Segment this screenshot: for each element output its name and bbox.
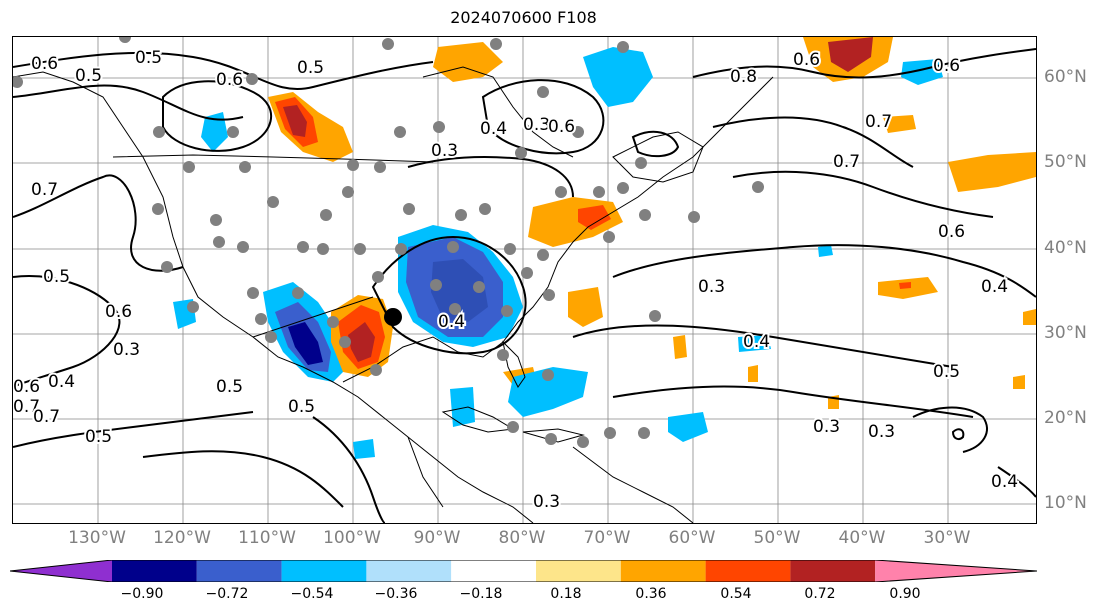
contour-label: 0.5: [75, 66, 102, 86]
lon-label: 120°W: [153, 528, 211, 548]
colorbar-cell: [281, 560, 367, 582]
map-panel: 0.6 0.5 0.5 0.6 0.5 0.7 0.5 0.3 0.6 0.3 …: [12, 36, 1037, 524]
colorbar-cell: [10, 560, 112, 582]
map-title: 2024070600 F108: [450, 8, 597, 27]
contour-label: 0.6: [933, 56, 960, 76]
contour-label: 0.5: [933, 362, 960, 382]
target-marker: [384, 308, 402, 326]
contour-label: 0.5: [135, 48, 162, 68]
contour-label: 0.4: [48, 372, 75, 392]
contour-label: 0.8: [730, 67, 757, 87]
contour-label: 0.7: [833, 152, 860, 172]
colorbar: [10, 560, 1037, 582]
colorbar-tick: 0.90: [889, 586, 921, 602]
contour-label: 0.3: [698, 277, 725, 297]
contour-label: 0.6: [216, 70, 243, 90]
contour-label: 0.3: [431, 141, 458, 161]
lat-label: 40°N: [1044, 238, 1087, 258]
contour-label: 0.5: [297, 58, 324, 78]
contour-label: 0.6: [793, 50, 820, 70]
contour-lines: [13, 48, 1036, 523]
colorbar-tick: 0.18: [550, 586, 582, 602]
contour-label: 0.6: [105, 302, 132, 322]
lon-label: 60°W: [668, 528, 716, 548]
contour-label: 0.4: [981, 277, 1008, 297]
contour-label-group: 0.6 0.5 0.5 0.6 0.5 0.7 0.5 0.3 0.6 0.3 …: [13, 46, 1020, 514]
colorbar-tick: 0.54: [720, 586, 752, 602]
contour-label: 0.4: [438, 312, 465, 332]
lon-label: 80°W: [498, 528, 546, 548]
lon-label: 50°W: [753, 528, 801, 548]
contour-label: 0.3: [533, 492, 560, 512]
colorbar-cell: [536, 560, 621, 582]
colorbar-tick: −0.18: [459, 586, 503, 602]
lon-label: 130°W: [68, 528, 126, 548]
colorbar-cell: [366, 560, 452, 582]
colorbar-tick: −0.54: [290, 586, 334, 602]
lon-label: 100°W: [323, 528, 381, 548]
contour-label: 0.7: [33, 407, 60, 427]
contour-label: 0.5: [288, 397, 315, 417]
lon-label: 90°W: [413, 528, 461, 548]
contour-label: 0.5: [43, 267, 70, 287]
colorbar-tick: −0.90: [120, 586, 164, 602]
colorbar-cell: [790, 560, 876, 582]
graticule: [13, 37, 1036, 523]
map-canvas: 0.6 0.5 0.5 0.6 0.5 0.7 0.5 0.3 0.6 0.3 …: [13, 37, 1036, 523]
colorbar-tick: 0.36: [635, 586, 667, 602]
colorbar-cell: [620, 560, 706, 582]
lat-label: 60°N: [1044, 67, 1087, 87]
contour-label: 0.4: [480, 119, 507, 139]
contour-label: 0.6: [548, 117, 575, 137]
colorbar-tick: 0.72: [804, 586, 836, 602]
contour-label: 0.6: [938, 222, 965, 242]
lon-label: 30°W: [923, 528, 971, 548]
coastlines: [13, 66, 774, 523]
station-markers: [13, 37, 764, 448]
colorbar-tick: −0.36: [374, 586, 418, 602]
contour-label: 0.7: [13, 397, 40, 417]
contour-label: 0.3: [813, 417, 840, 437]
colorbar-cell: [112, 560, 197, 582]
colorbar-cell: [451, 560, 536, 582]
contour-label: 0.3: [523, 115, 550, 135]
colorbar-cell: [705, 560, 791, 582]
contour-label: 0.7: [865, 112, 892, 132]
shaded-field: [173, 37, 1036, 459]
contour-label: 0.5: [85, 427, 112, 447]
colorbar-cell: [196, 560, 282, 582]
contour-label: 0.4: [743, 332, 770, 352]
lon-label: 70°W: [583, 528, 631, 548]
lat-label: 10°N: [1044, 493, 1087, 513]
colorbar-tick: −0.72: [205, 586, 249, 602]
lat-label: 50°N: [1044, 152, 1087, 172]
contour-label: 0.4: [991, 472, 1018, 492]
contour-label: 0.3: [868, 422, 895, 442]
colorbar-cell: [875, 560, 1037, 582]
contour-label: 0.5: [216, 377, 243, 397]
contour-label: 0.3: [113, 340, 140, 360]
lon-label: 110°W: [238, 528, 296, 548]
contour-label: 0.6: [31, 54, 58, 74]
lat-label: 20°N: [1044, 408, 1087, 428]
contour-label: 0.6: [13, 377, 40, 397]
contour-label: 0.7: [31, 180, 58, 200]
lat-label: 30°N: [1044, 323, 1087, 343]
lon-label: 40°W: [838, 528, 886, 548]
